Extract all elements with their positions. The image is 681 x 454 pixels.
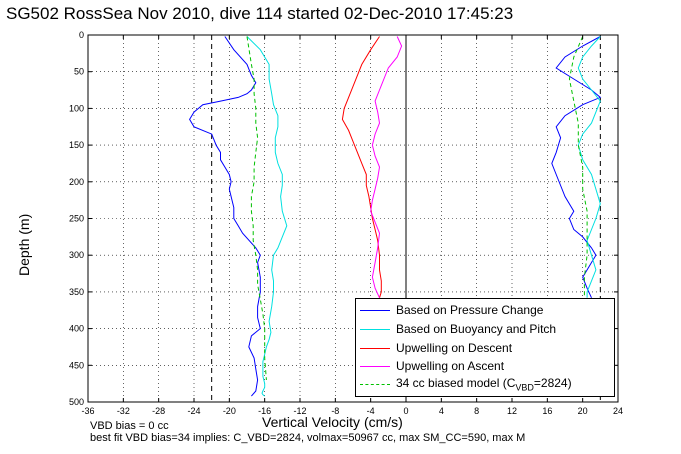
series-line-1 <box>246 36 288 397</box>
legend-item-ascent: Upwelling on Ascent <box>356 357 614 375</box>
x-tick-label: -36 <box>81 406 94 416</box>
x-tick-label: -28 <box>152 406 165 416</box>
x-tick-label: -4 <box>367 406 375 416</box>
x-tick-label: -16 <box>258 406 271 416</box>
series-line-2 <box>341 36 382 298</box>
legend-label-tail: =2824) <box>533 375 572 390</box>
legend-label: Upwelling on Descent <box>396 341 513 355</box>
y-tick-label: 150 <box>69 140 84 150</box>
y-tick-label: 250 <box>69 214 84 224</box>
series-line-3 <box>370 36 403 299</box>
x-tick-label: -32 <box>117 406 130 416</box>
chart-title: SG502 RossSea Nov 2010, dive 114 started… <box>6 4 514 23</box>
x-tick-label: -12 <box>293 406 306 416</box>
y-tick-label: 50 <box>74 67 84 77</box>
series-line-6 <box>577 36 601 298</box>
legend-label: Upwelling on Ascent <box>396 359 505 373</box>
x-tick-label: -24 <box>187 406 200 416</box>
y-tick-label: 500 <box>69 397 84 407</box>
y-tick-label: 400 <box>69 324 84 334</box>
legend-swatch <box>360 383 390 385</box>
x-tick-label: 12 <box>507 406 517 416</box>
legend-item-buoyancy: Based on Buoyancy and Pitch <box>356 320 614 338</box>
y-tick-label: 200 <box>69 177 84 187</box>
y-axis-label: Depth (m) <box>16 213 32 276</box>
legend-swatch <box>360 309 390 311</box>
x-tick-label: 20 <box>578 406 588 416</box>
legend-item-descent: Upwelling on Descent <box>356 339 614 357</box>
series-line-0 <box>189 36 261 397</box>
legend-swatch <box>360 365 390 367</box>
y-tick-label: 350 <box>69 287 84 297</box>
series-line-7 <box>568 36 588 298</box>
legend-label-sub: VBD <box>515 382 534 393</box>
x-tick-label: -20 <box>223 406 236 416</box>
vbd-bias-note: VBD bias = 0 cc <box>90 420 169 432</box>
y-tick-label: 0 <box>79 30 84 40</box>
legend: Based on Pressure Change Based on Buoyan… <box>355 298 615 397</box>
y-tick-label: 300 <box>69 250 84 260</box>
y-tick-label: 450 <box>69 360 84 370</box>
legend-label: Based on Buoyancy and Pitch <box>396 322 557 336</box>
legend-swatch <box>360 328 390 330</box>
legend-item-pressure: Based on Pressure Change <box>356 301 614 319</box>
legend-item-model: 34 cc biased model (CVBD=2824) <box>356 375 614 393</box>
best-fit-note: best fit VBD bias=34 implies: C_VBD=2824… <box>90 432 526 444</box>
legend-label-main: 34 cc biased model (C <box>396 375 516 390</box>
x-axis-label: Vertical Velocity (cm/s) <box>262 414 403 430</box>
x-tick-label: 0 <box>403 406 408 416</box>
legend-label: Based on Pressure Change <box>396 303 544 317</box>
x-tick-label: 4 <box>439 406 444 416</box>
x-tick-label: 16 <box>542 406 552 416</box>
y-tick-label: 100 <box>69 103 84 113</box>
legend-swatch <box>360 347 390 349</box>
x-tick-label: 8 <box>474 406 479 416</box>
x-tick-label: -8 <box>331 406 339 416</box>
series-line-4 <box>246 36 267 381</box>
legend-label: 34 cc biased model (CVBD=2824) <box>396 376 572 392</box>
x-tick-label: 24 <box>613 406 623 416</box>
